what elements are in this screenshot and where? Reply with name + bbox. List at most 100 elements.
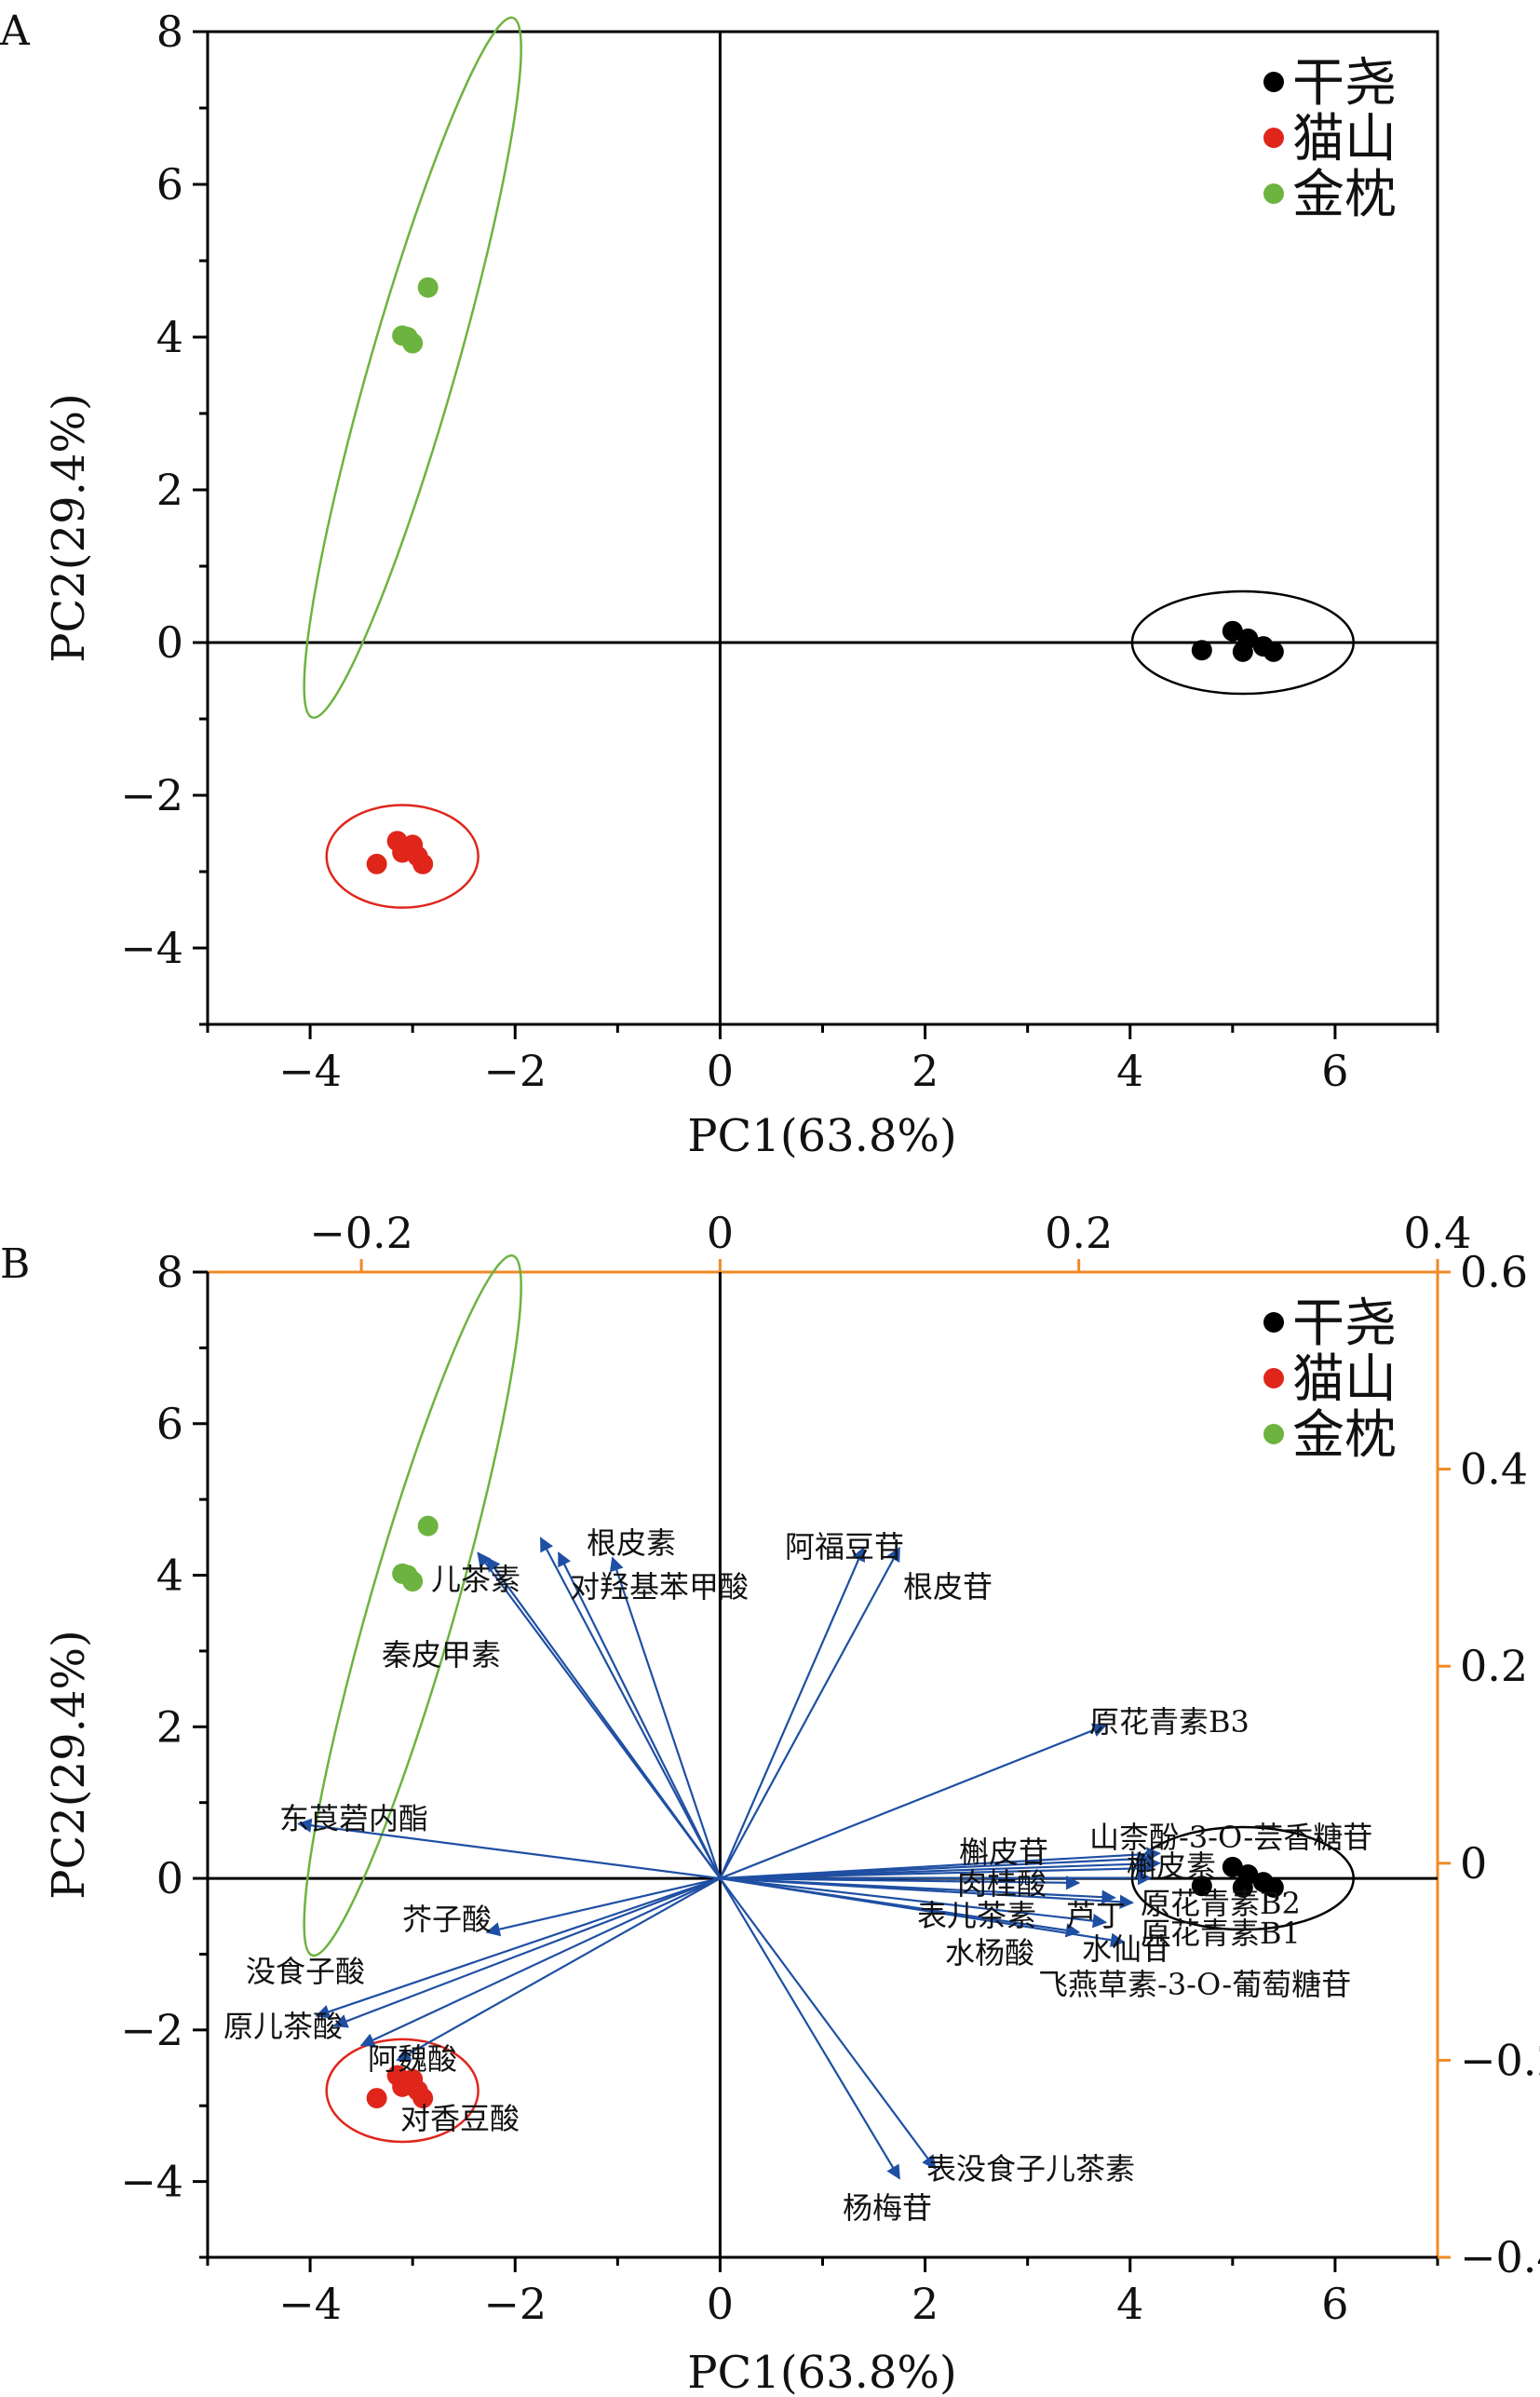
top-x-tick-label: −0.2: [309, 1208, 413, 1258]
loading-label: 芥子酸: [402, 1902, 492, 1937]
loading-label: 水仙苷: [1082, 1931, 1171, 1967]
right-y-tick-label: 0: [1460, 1838, 1487, 1889]
right-y-tick-label: −0.2: [1460, 2035, 1540, 2085]
x-tick-label: 0: [707, 1046, 734, 1096]
panel-b-y-ticks: −4 −2 0 2 4 6 8: [120, 1247, 208, 2259]
y-tick-label: −2: [120, 2005, 183, 2055]
loading-label: 表没食子儿茶素: [926, 2151, 1135, 2187]
data-point: [366, 2088, 387, 2109]
loading-label: 槲皮苷: [959, 1835, 1048, 1870]
loading-label: 肉桂酸: [957, 1866, 1047, 1902]
loading-label: 儿茶素: [431, 1562, 520, 1597]
panel-b-label: B: [0, 1240, 30, 1288]
loading-arrow: [720, 1723, 1108, 1880]
right-y-tick-label: −0.4: [1460, 2232, 1540, 2282]
loading-label: 原花青素B1: [1141, 1916, 1301, 1951]
panel-a-ellipses: [303, 16, 1355, 909]
y-tick-label: −2: [120, 770, 183, 820]
loading-arrow: [719, 1877, 900, 2180]
panel-a-x-axis-title: PC1(63.8%): [687, 1110, 957, 1162]
data-point: [1263, 641, 1284, 662]
x-tick-label: 4: [1116, 2279, 1143, 2329]
x-tick-label: −2: [483, 2279, 547, 2329]
data-point: [1237, 628, 1259, 649]
data-point: [1191, 640, 1212, 661]
legend-entry: 干尧: [1292, 53, 1397, 114]
loading-label: 槲皮素: [1127, 1849, 1216, 1884]
loading-label: 对羟基苯甲酸: [570, 1569, 749, 1605]
x-tick-label: 6: [1321, 2279, 1348, 2329]
loading-arrow: [486, 1556, 722, 1879]
y-tick-label: 8: [156, 7, 183, 57]
top-x-tick-label: 0.2: [1045, 1208, 1113, 1258]
y-tick-label: 2: [156, 465, 183, 515]
legend-marker: [1263, 1312, 1284, 1333]
confidence-ellipse: [303, 16, 522, 719]
loading-label: 阿魏酸: [368, 2041, 457, 2077]
y-tick-label: 0: [156, 617, 183, 668]
x-tick-label: 4: [1116, 1046, 1143, 1096]
legend-entry: 猫山: [1292, 1349, 1397, 1410]
data-point: [392, 2076, 413, 2097]
y-tick-label: −4: [120, 2157, 183, 2207]
panel-b-zero-lines: [208, 1272, 1438, 2257]
loading-label: 原花青素B3: [1089, 1704, 1250, 1740]
loading-arrow: [332, 1877, 721, 2028]
loading-label: 表儿茶素: [917, 1898, 1036, 1933]
loading-arrow: [359, 1877, 721, 2047]
loading-label: 杨梅苷: [843, 2190, 932, 2226]
panel-b-ellipses: [303, 1253, 1355, 2144]
data-point: [1263, 1876, 1284, 1898]
panel-a-zero-lines: [208, 32, 1438, 1024]
loading-arrow: [719, 1546, 901, 1879]
y-tick-label: 2: [156, 1701, 183, 1752]
loading-label: 对香豆酸: [400, 2101, 520, 2136]
loading-arrow: [720, 1876, 1108, 1929]
legend-marker: [1263, 128, 1284, 148]
legend-marker: [1263, 1368, 1284, 1388]
y-tick-label: 6: [156, 1399, 183, 1449]
x-tick-label: −2: [483, 1046, 547, 1096]
loading-label: 根皮素: [587, 1525, 676, 1561]
x-tick-label: −4: [278, 2279, 342, 2329]
loading-arrow: [609, 1556, 722, 1879]
panel-a-x-ticks: −4 −2 0 2 4 6: [206, 1024, 1439, 1096]
x-tick-label: 6: [1321, 1046, 1348, 1096]
data-point: [412, 853, 434, 874]
loading-label: 东莨菪内酯: [279, 1801, 428, 1836]
confidence-ellipse: [325, 804, 480, 909]
confidence-ellipse: [1130, 589, 1355, 696]
loading-label: 根皮苷: [903, 1569, 993, 1605]
loading-arrow: [720, 1861, 1153, 1880]
loading-label: 芦丁: [1066, 1898, 1126, 1933]
panel-b-right-ticks: −0.4 −0.2 0 0.2 0.4 0.6: [1438, 1247, 1540, 2282]
loading-arrow: [539, 1537, 722, 1879]
panel-a-plot-frame: [206, 30, 1439, 1026]
loading-arrow: [720, 1876, 1081, 1890]
data-point: [1222, 620, 1243, 642]
confidence-ellipse: [325, 2038, 480, 2144]
loading-arrow: [720, 1876, 1126, 1947]
data-point: [1191, 1876, 1212, 1897]
data-point: [402, 332, 424, 354]
x-tick-label: 2: [912, 1046, 939, 1096]
data-point: [1222, 1856, 1243, 1877]
data-point: [392, 842, 413, 863]
data-point: [412, 2088, 434, 2109]
y-tick-label: 8: [156, 1247, 183, 1297]
right-y-tick-label: 0.2: [1460, 1641, 1528, 1691]
loading-label: 山柰酚-3-O-芸香糖苷: [1089, 1820, 1372, 1855]
loading-label: 秦皮甲素: [382, 1637, 501, 1672]
panel-a-y-ticks: −4 −2 0 2 4 6 8: [120, 7, 208, 1026]
panel-b-loading-arrows: [297, 1537, 1161, 2180]
legend-entry: 金枕: [1292, 1405, 1397, 1466]
y-tick-label: −4: [120, 923, 183, 973]
loading-arrow: [396, 1877, 721, 2062]
loading-arrow: [297, 1818, 721, 1880]
loading-arrow: [719, 1877, 937, 2171]
legend-marker: [1263, 72, 1284, 92]
top-x-tick-label: 0.4: [1403, 1208, 1471, 1258]
